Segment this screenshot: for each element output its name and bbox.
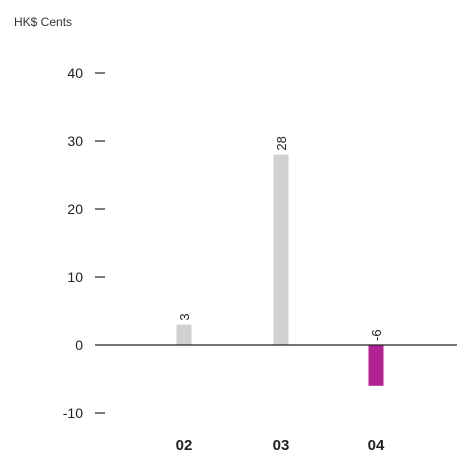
bar-04 [369, 345, 384, 386]
data-label-04: -6 [369, 329, 384, 341]
y-tick-label: -10 [63, 405, 83, 421]
y-tick-label: 40 [67, 65, 83, 81]
y-axis: 40 30 20 10 0 -10 [63, 65, 105, 421]
data-label-02: 3 [177, 313, 192, 320]
x-axis: 02 03 04 [176, 437, 385, 454]
bar-03 [274, 155, 289, 345]
x-category-label: 04 [368, 437, 385, 454]
data-label-03: 28 [274, 136, 289, 150]
y-tick-label: 10 [67, 269, 83, 285]
y-tick-label: 0 [75, 337, 83, 353]
y-tick-label: 30 [67, 133, 83, 149]
x-category-label: 02 [176, 437, 193, 454]
x-category-label: 03 [273, 437, 290, 454]
y-tick-label: 20 [67, 201, 83, 217]
bar-02 [177, 325, 192, 345]
bars [177, 155, 384, 386]
